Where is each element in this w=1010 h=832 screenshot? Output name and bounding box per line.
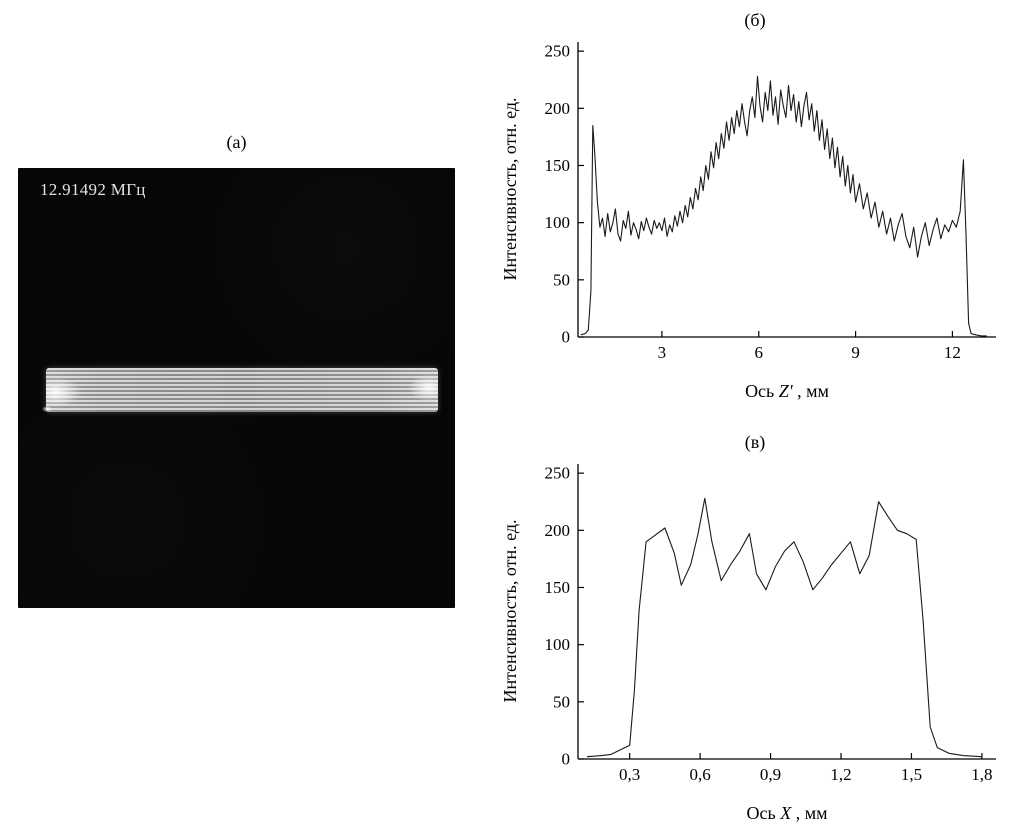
panel-v-chart: 0 50 100 150 200 250 0,3 0,6 0,9 1,2 1,5 1,8 <box>545 464 996 784</box>
svg-text:0,6: 0,6 <box>689 765 710 784</box>
svg-text:250: 250 <box>545 42 571 61</box>
svg-text:9: 9 <box>851 343 860 362</box>
svg-text:150: 150 <box>545 156 571 175</box>
svg-text:250: 250 <box>545 464 571 483</box>
svg-text:50: 50 <box>553 270 570 289</box>
svg-text:200: 200 <box>545 521 571 540</box>
svg-text:150: 150 <box>545 578 571 597</box>
panel-b-xlabel-prefix: Ось <box>745 381 779 401</box>
svg-text:100: 100 <box>545 635 571 654</box>
panel-v: (в) Интенсивность, отн. ед. 0 50 100 150 200… <box>500 430 1010 824</box>
svg-text:0: 0 <box>562 750 571 769</box>
panel-v-label: (в) <box>744 432 766 452</box>
svg-text:6: 6 <box>755 343 764 362</box>
svg-text:1,8: 1,8 <box>971 765 992 784</box>
panel-b-xlabel: Ось Z' , мм <box>578 381 996 402</box>
svg-text:3: 3 <box>658 343 667 362</box>
svg-text:100: 100 <box>545 213 571 232</box>
panel-b-plot-area: Интенсивность, отн. ед. 0 50 100 150 200 250 3… <box>500 32 1010 377</box>
panel-b: (б) Интенсивность, отн. ед. 0 50 100 150 200… <box>500 8 1010 402</box>
panel-v-xlabel: Ось X , мм <box>578 803 996 824</box>
svg-text:200: 200 <box>545 99 571 118</box>
svg-text:12: 12 <box>944 343 961 362</box>
panel-b-chart: 0 50 100 150 200 250 3 6 9 12 <box>545 42 996 362</box>
panel-b-xlabel-variable: Z' <box>778 381 793 401</box>
mri-image: 12.91492 МГц <box>18 168 455 608</box>
svg-text:50: 50 <box>553 692 570 711</box>
mri-bright-spot <box>42 406 52 412</box>
panel-v-xlabel-prefix: Ось <box>746 803 781 823</box>
panel-a: (а) 12.91492 МГц <box>18 132 455 608</box>
svg-text:0: 0 <box>562 328 571 347</box>
svg-text:0,9: 0,9 <box>760 765 781 784</box>
svg-text:1,5: 1,5 <box>901 765 922 784</box>
panel-v-xlabel-suffix: , мм <box>791 803 828 823</box>
panel-a-label: (а) <box>226 132 247 152</box>
svg-text:1,2: 1,2 <box>830 765 851 784</box>
svg-text:0,3: 0,3 <box>619 765 640 784</box>
panel-b-label: (б) <box>744 10 766 30</box>
panel-v-plot-area: Интенсивность, отн. ед. 0 50 100 150 200 250 0… <box>500 454 1010 799</box>
panel-b-xlabel-suffix: , мм <box>792 381 829 401</box>
mri-bright-band <box>46 368 438 412</box>
panel-v-xlabel-variable: X <box>780 803 792 823</box>
mri-frequency-label: 12.91492 МГц <box>40 180 146 199</box>
